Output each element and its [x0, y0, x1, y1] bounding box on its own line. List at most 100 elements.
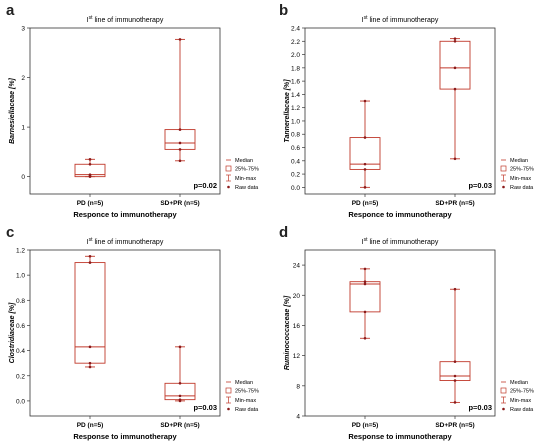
raw-data-point	[363, 267, 367, 271]
legend-raw-swatch	[502, 185, 505, 189]
raw-data-point	[453, 401, 457, 404]
chart-title: Ist line of immunotherapy	[362, 15, 439, 24]
legend-minmax-label: Min-max	[235, 398, 256, 404]
raw-data-point	[88, 254, 92, 258]
raw-data-point	[363, 99, 367, 103]
raw-data-point	[363, 280, 367, 283]
legend-minmax-label: Min-max	[235, 176, 256, 182]
y-tick-label: 0.2	[16, 373, 25, 380]
legend-median-label: Median	[235, 158, 253, 164]
legend-median-label: Median	[510, 380, 528, 386]
raw-data-point	[453, 360, 457, 363]
chart-title: Ist line of immunotherapy	[87, 237, 164, 246]
y-tick-label: 0	[21, 174, 25, 181]
p-value: p=0.03	[468, 181, 492, 190]
raw-data-point	[453, 287, 457, 291]
y-tick-label: 24	[293, 263, 301, 270]
raw-data-point	[88, 162, 92, 166]
y-tick-label: 12	[293, 353, 301, 360]
y-tick-label: 16	[293, 323, 301, 330]
y-tick-label: 2.2	[291, 39, 300, 46]
raw-data-point	[178, 159, 182, 163]
raw-data-point	[88, 173, 92, 176]
y-tick-label: 0.2	[291, 172, 300, 179]
y-tick-label: 8	[296, 383, 300, 390]
raw-data-point	[453, 157, 457, 161]
legend-raw-label: Raw data	[235, 185, 259, 191]
y-tick-label: 2.0	[291, 52, 300, 59]
raw-data-point	[363, 186, 367, 189]
y-axis-label: Clostridiaceae [%]	[9, 302, 16, 363]
legend-minmax-label: Min-max	[510, 398, 531, 404]
x-tick-label: PD (n=5)	[352, 422, 379, 429]
raw-data-point	[178, 141, 182, 145]
box-plot-barnesiellaceae: Ist line of immunotherapy 0 1 2 3 Barnesiella…	[9, 15, 259, 219]
legend-iqr-swatch	[225, 387, 232, 394]
raw-data-point	[363, 336, 367, 340]
legend-iqr-swatch	[225, 165, 232, 172]
x-tick-label: PD (n=5)	[77, 200, 104, 207]
legend-iqr-label: 25%-75%	[235, 389, 259, 395]
legend-minmax-label: Min-max	[510, 176, 531, 182]
plot-frame	[304, 249, 496, 417]
raw-data-point	[453, 66, 457, 70]
y-tick-label: 1.0	[16, 273, 25, 280]
raw-data-point	[178, 128, 182, 131]
iqr-box	[164, 382, 196, 401]
raw-data-point	[453, 87, 457, 91]
legend-raw-label: Raw data	[510, 185, 534, 191]
panel-letter-c: c	[6, 224, 15, 241]
raw-data-point	[88, 261, 92, 264]
y-tick-label: 20	[293, 293, 301, 300]
iqr-box	[164, 129, 196, 150]
p-value: p=0.03	[468, 403, 492, 412]
chart-title: Ist line of immunotherapy	[362, 237, 439, 246]
legend-iqr-label: 25%-75%	[510, 389, 534, 395]
x-axis-label: Response to immunotherapy	[73, 432, 177, 441]
legend-iqr-swatch	[500, 387, 507, 394]
y-axis-label: Tannerellaceae [%]	[284, 79, 291, 143]
plot-frame	[29, 249, 221, 417]
panel-letter-d: d	[279, 224, 289, 241]
chart-title: Ist line of immunotherapy	[87, 15, 164, 24]
legend-raw-label: Raw data	[235, 407, 259, 413]
raw-data-point	[363, 168, 367, 171]
y-tick-label: 0.4	[291, 158, 300, 165]
y-tick-label: 1.2	[16, 248, 25, 255]
plot-frame	[29, 27, 221, 195]
y-tick-label: 1.8	[291, 65, 300, 72]
legend-median-label: Median	[510, 158, 528, 164]
x-axis-label: Responce to immunotherapy	[348, 210, 452, 219]
y-tick-label: 0.8	[291, 132, 300, 139]
plot-frame	[304, 27, 496, 195]
raw-data-point	[363, 136, 367, 139]
raw-data-point	[363, 162, 367, 166]
x-tick-label: SD+PR (n=5)	[435, 422, 474, 429]
x-axis-label: Response to immunotherapy	[348, 432, 452, 441]
raw-data-point	[453, 379, 457, 382]
y-tick-label: 0.6	[16, 323, 25, 330]
x-tick-label: SD+PR (n=5)	[435, 200, 474, 207]
x-axis-label: Responce to immunotherapy	[73, 210, 177, 219]
y-tick-label: 0.6	[291, 145, 300, 152]
raw-data-point	[178, 148, 182, 151]
raw-data-point	[178, 398, 182, 401]
p-value: p=0.03	[193, 403, 217, 412]
legend-iqr-label: 25%-75%	[235, 167, 259, 173]
raw-data-point	[178, 382, 182, 385]
legend-raw-swatch	[502, 407, 505, 411]
y-tick-label: 1	[21, 125, 25, 132]
y-tick-label: 0.8	[16, 298, 25, 305]
iqr-box	[349, 281, 381, 313]
legend-median-label: Median	[235, 380, 253, 386]
y-tick-label: 0.0	[291, 185, 300, 192]
raw-data-point	[178, 38, 182, 41]
raw-data-point	[88, 345, 92, 349]
y-tick-label: 1.0	[291, 118, 300, 125]
x-tick-label: SD+PR (n=5)	[160, 200, 199, 207]
legend-iqr-label: 25%-75%	[510, 167, 534, 173]
y-tick-label: 1.2	[291, 105, 300, 112]
x-tick-label: SD+PR (n=5)	[160, 422, 199, 429]
iqr-box	[439, 40, 471, 90]
y-tick-label: 2	[21, 75, 25, 82]
